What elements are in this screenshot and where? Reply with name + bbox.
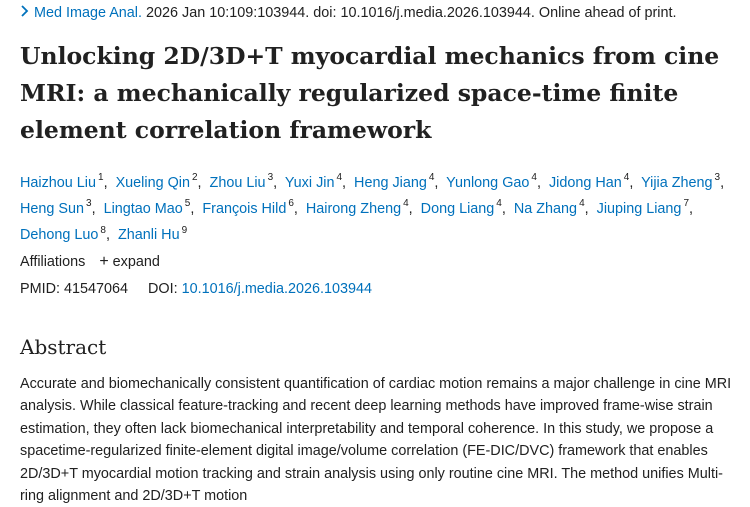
- author-affiliation-number[interactable]: 4: [623, 172, 630, 183]
- author-name-link[interactable]: Yuxi Jin: [284, 174, 335, 191]
- citation-details: 2026 Jan 10:109:103944. doi: 10.1016/j.m…: [142, 5, 677, 21]
- author-name-link[interactable]: Lingtao Mao: [103, 201, 183, 218]
- author-item: Yuxi Jin 4,: [284, 172, 347, 191]
- author-affiliation-number[interactable]: 8: [100, 224, 106, 236]
- author-affiliation-number[interactable]: 6: [288, 198, 294, 210]
- author-name-link[interactable]: Dong Liang: [420, 201, 495, 218]
- author-name-link[interactable]: Na Zhang: [513, 201, 578, 218]
- author-item: Jiuping Liang 7,: [596, 198, 693, 218]
- abstract-heading: Abstract: [20, 335, 107, 359]
- pmid-label: PMID:: [20, 281, 60, 297]
- author-list: Haizhou Liu 1, Xueling Qin 2, Zhou Liu 3, Y…: [20, 168, 736, 247]
- author-item: Jidong Han 4,: [548, 172, 634, 191]
- affiliations-row: Affiliations + expand: [20, 253, 160, 271]
- abstract-text: Accurate and biomechanically consistent …: [20, 376, 732, 505]
- affiliations-label: Affiliations: [20, 254, 86, 270]
- doi-label: DOI:: [148, 281, 178, 297]
- author-affiliation-number[interactable]: 1: [98, 172, 104, 183]
- author-item: Hairong Zheng 4,: [305, 198, 413, 218]
- author-affiliation-number[interactable]: 4: [579, 198, 585, 210]
- author-item: Yunlong Gao 4,: [446, 172, 541, 191]
- author-item: Dehong Luo 8,: [20, 224, 110, 244]
- author-item: Haizhou Liu 1,: [20, 172, 108, 191]
- author-affiliation-number[interactable]: 4: [403, 198, 409, 210]
- plus-icon[interactable]: +: [99, 253, 109, 270]
- author-name-link[interactable]: Hairong Zheng: [305, 201, 402, 218]
- author-item: Zhou Liu 3,: [209, 172, 278, 191]
- author-name-link[interactable]: Heng Jiang: [354, 174, 427, 191]
- author-name-link[interactable]: François Hild: [202, 201, 287, 218]
- author-affiliation-number[interactable]: 3: [714, 172, 721, 183]
- chevron-right-icon[interactable]: [20, 4, 34, 22]
- identifiers-row: PMID: 41547064 DOI: 10.1016/j.media.2026.…: [20, 280, 372, 298]
- pmid-value: 41547064: [63, 281, 129, 297]
- author-name-link[interactable]: Haizhou Liu: [20, 174, 97, 191]
- author-item: François Hild 6,: [202, 198, 298, 218]
- author-item: Heng Jiang 4,: [354, 172, 439, 191]
- author-item: Zhanli Hu 9: [117, 224, 188, 244]
- page-title: Unlocking 2D/3D+T myocardial mechanics f…: [20, 42, 720, 144]
- author-affiliation-number[interactable]: 3: [267, 172, 274, 183]
- author-affiliation-number[interactable]: 4: [336, 172, 343, 183]
- author-affiliation-number[interactable]: 9: [181, 224, 188, 236]
- author-affiliation-number[interactable]: 4: [428, 172, 435, 183]
- author-name-link[interactable]: Zhanli Hu: [117, 227, 180, 244]
- author-item: Xueling Qin 2,: [115, 172, 202, 191]
- doi-link[interactable]: 10.1016/j.media.2026.103944: [181, 281, 373, 297]
- author-affiliation-number[interactable]: 7: [683, 198, 689, 210]
- author-item: Na Zhang 4,: [513, 198, 589, 218]
- author-item: Lingtao Mao 5,: [103, 198, 195, 218]
- journal-link[interactable]: Med Image Anal.: [34, 5, 142, 21]
- author-name-link[interactable]: Jidong Han: [548, 174, 622, 191]
- author-name-link[interactable]: Dehong Luo: [20, 227, 99, 244]
- author-affiliation-number[interactable]: 4: [496, 198, 502, 210]
- author-name-link[interactable]: Zhou Liu: [209, 174, 266, 191]
- author-affiliation-number[interactable]: 4: [531, 172, 537, 183]
- author-item: Yijia Zheng 3,: [641, 172, 725, 191]
- author-item: Dong Liang 4,: [420, 198, 506, 218]
- author-name-link[interactable]: Jiuping Liang: [596, 201, 682, 218]
- author-item: Heng Sun 3,: [20, 198, 96, 218]
- author-name-link[interactable]: Yijia Zheng: [641, 174, 713, 191]
- author-name-link[interactable]: Heng Sun: [20, 201, 85, 218]
- author-name-link[interactable]: Xueling Qin: [115, 174, 190, 191]
- affiliations-expand-button[interactable]: expand: [112, 254, 160, 270]
- author-name-link[interactable]: Yunlong Gao: [446, 174, 530, 191]
- citation-line: Med Image Anal. 2026 Jan 10:109:103944. …: [20, 4, 676, 22]
- author-affiliation-number[interactable]: 2: [191, 172, 198, 183]
- author-affiliation-number[interactable]: 5: [184, 198, 191, 210]
- author-affiliation-number[interactable]: 3: [86, 198, 92, 210]
